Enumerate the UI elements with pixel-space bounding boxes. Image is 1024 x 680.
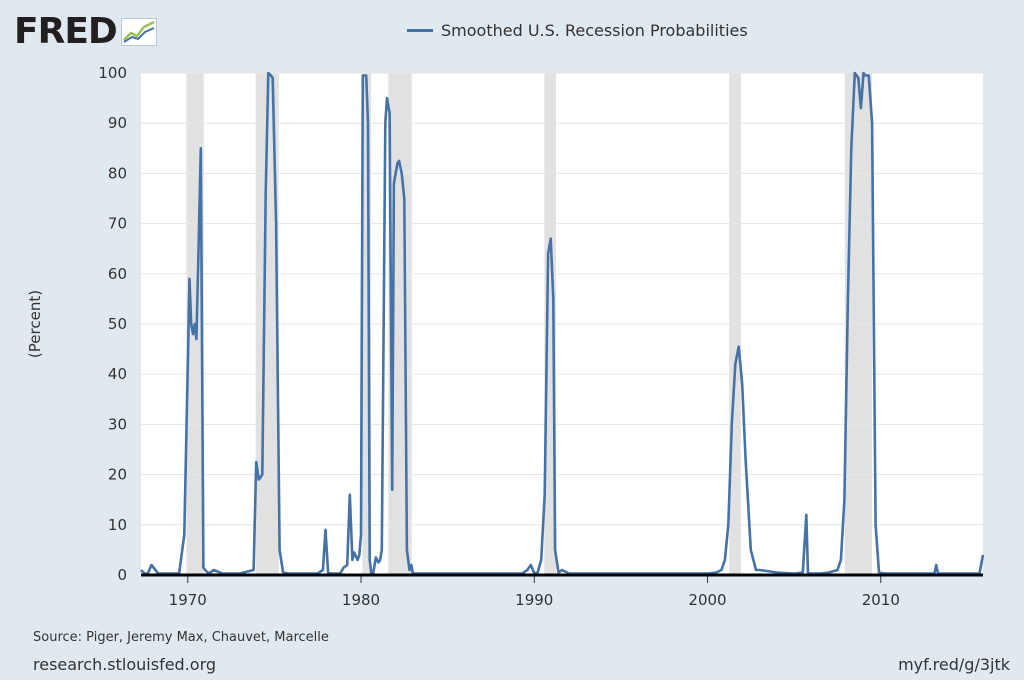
x-tick-label: 1970	[169, 591, 207, 609]
x-tick-label: 2000	[688, 591, 726, 609]
y-tick-label: 40	[108, 365, 127, 383]
y-tick-label: 100	[98, 64, 127, 82]
legend-label: Smoothed U.S. Recession Probabilities	[441, 21, 748, 40]
y-tick-label: 80	[108, 164, 127, 182]
x-tick-label: 1990	[515, 591, 553, 609]
short-link[interactable]: myf.red/g/3jtk	[898, 655, 1010, 674]
y-tick-label: 60	[108, 265, 127, 283]
y-tick-label: 0	[117, 566, 127, 584]
gridlines	[141, 72, 983, 526]
y-tick-label: 90	[108, 114, 127, 132]
y-axis-title: (Percent)	[26, 290, 44, 358]
x-axis-ticks: 1970 1980 1990 2000 2010	[169, 575, 900, 609]
chart-legend: Smoothed U.S. Recession Probabilities	[407, 21, 748, 40]
y-tick-label: 50	[108, 315, 127, 333]
y-tick-label: 10	[108, 516, 127, 534]
site-link[interactable]: research.stlouisfed.org	[33, 655, 217, 674]
y-tick-label: 20	[108, 466, 127, 484]
fred-logo: FRED	[14, 12, 157, 52]
x-tick-label: 2010	[862, 591, 900, 609]
y-axis-ticks: 0 10 20 30 40 50 60 70 80 90 100	[98, 64, 127, 584]
x-tick-label: 1980	[342, 591, 380, 609]
trend-graph-icon	[120, 18, 157, 46]
logo-text: FRED	[14, 11, 118, 52]
y-tick-label: 30	[108, 415, 127, 433]
series-line	[140, 71, 985, 575]
legend-swatch	[407, 29, 433, 32]
source-note: Source: Piger, Jeremy Max, Chauvet, Marc…	[33, 630, 329, 645]
y-tick-label: 70	[108, 215, 127, 233]
